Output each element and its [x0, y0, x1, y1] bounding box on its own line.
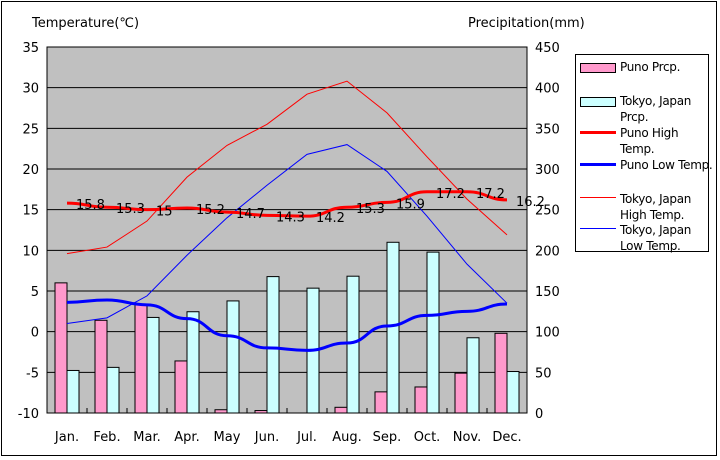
data-label: 17.2 — [476, 187, 505, 202]
bar-puno-prcp--dec — [494, 332, 508, 414]
data-label: 14.2 — [316, 211, 345, 226]
bar-puno-prcp--mar — [134, 303, 148, 414]
line-puno-high-temp- — [66, 190, 508, 218]
y-left-tick: 15 — [22, 204, 39, 219]
legend-swatch-tokyo-high — [580, 197, 616, 198]
data-label: 15.2 — [196, 203, 225, 218]
y-right-label: Precipitation(mm) — [468, 16, 585, 31]
legend: Puno Prcp. Tokyo, Japan Prcp. Puno High … — [575, 54, 713, 253]
legend-swatch-tokyo-prcp — [580, 97, 616, 107]
y-right-tick: 50 — [535, 366, 552, 381]
plot-area — [47, 47, 527, 413]
bar-puno-prcp--jun — [254, 410, 268, 414]
data-label: 14.3 — [276, 210, 305, 225]
bar-tokyo-japan-prcp--nov — [466, 337, 480, 414]
y-left-tick: 10 — [22, 244, 39, 259]
bar-tokyo-japan-prcp--aug — [346, 275, 360, 414]
y-right-tick: 150 — [535, 285, 560, 300]
y-left-tick: -5 — [26, 366, 39, 381]
bar-puno-prcp--jan — [54, 282, 68, 414]
bar-puno-prcp--may — [214, 409, 228, 414]
y-left-tick: 0 — [31, 326, 39, 341]
bar-tokyo-japan-prcp--feb — [106, 366, 120, 414]
legend-swatch-puno-high — [580, 131, 616, 134]
legend-label: Tokyo, Japan Low Temp. — [620, 223, 692, 253]
bar-puno-prcp--feb — [94, 319, 108, 414]
y-left-label: Temperature(℃) — [31, 16, 139, 31]
legend-swatch-tokyo-low — [580, 228, 616, 229]
data-label: 15 — [156, 205, 173, 220]
x-tick-label: Nov. — [453, 430, 482, 445]
data-label: 15.3 — [356, 202, 385, 217]
bar-tokyo-japan-prcp--jun — [266, 276, 280, 414]
data-label: 14.7 — [236, 207, 265, 222]
data-label: 16.2 — [516, 195, 545, 210]
x-tick-label: Mar. — [133, 430, 160, 445]
x-tick-label: Jul. — [296, 430, 317, 445]
data-label: 17.2 — [436, 187, 465, 202]
x-tick-label: Aug. — [332, 430, 362, 445]
y-left-tick: 35 — [22, 41, 39, 56]
y-left-tick: 20 — [22, 163, 39, 178]
data-label: 15.9 — [396, 197, 425, 212]
y-left-tick: 30 — [22, 82, 39, 97]
y-right-tick: 100 — [535, 326, 560, 341]
legend-label: Puno High Temp. — [620, 126, 679, 156]
bar-puno-prcp--sep — [374, 391, 388, 414]
x-tick-label: Feb. — [93, 430, 120, 445]
y-left-tick: 5 — [31, 285, 39, 300]
y-right-tick: 0 — [535, 407, 543, 422]
bar-tokyo-japan-prcp--mar — [146, 316, 160, 414]
bar-puno-prcp--oct — [414, 386, 428, 414]
bar-tokyo-japan-prcp--may — [226, 300, 240, 414]
x-tick-label: Jun. — [254, 430, 279, 445]
y-left-tick: 25 — [22, 122, 39, 137]
bar-puno-prcp--apr — [174, 360, 188, 414]
bar-tokyo-japan-prcp--sep — [386, 241, 400, 414]
bar-tokyo-japan-prcp--apr — [186, 311, 200, 414]
legend-label: Puno Prcp. — [620, 60, 681, 74]
bar-puno-prcp--aug — [334, 406, 348, 414]
y-right-tick: 250 — [535, 204, 560, 219]
x-tick-label: Dec. — [492, 430, 521, 445]
x-tick-label: Jan. — [54, 430, 79, 445]
x-tick-label: May — [214, 430, 241, 445]
data-label: 15.8 — [76, 198, 105, 213]
y-right-tick: 200 — [535, 244, 560, 259]
bar-puno-prcp--nov — [454, 372, 468, 414]
y-right-tick: 350 — [535, 122, 560, 137]
y-right-tick: 450 — [535, 41, 560, 56]
legend-label: Puno Low Temp. — [620, 158, 713, 172]
bar-tokyo-japan-prcp--dec — [506, 371, 520, 414]
y-right-tick: 300 — [535, 163, 560, 178]
bar-tokyo-japan-prcp--oct — [426, 251, 440, 414]
x-tick-label: Oct. — [414, 430, 441, 445]
x-tick-label: Sep. — [373, 430, 402, 445]
line-tokyo-japan-high-temp- — [66, 80, 508, 255]
x-tick-label: Apr. — [174, 430, 199, 445]
legend-label: Tokyo, Japan High Temp. — [620, 192, 692, 222]
data-label: 15.3 — [116, 202, 145, 217]
legend-swatch-puno-low — [580, 163, 616, 166]
line-tokyo-japan-low-temp- — [66, 144, 508, 325]
y-left-tick: -10 — [18, 407, 39, 422]
line-puno-low-temp- — [66, 298, 508, 352]
legend-label: Tokyo, Japan Prcp. — [620, 94, 692, 124]
y-right-tick: 400 — [535, 82, 560, 97]
bar-tokyo-japan-prcp--jan — [66, 369, 80, 414]
legend-swatch-puno-prcp — [580, 63, 616, 73]
